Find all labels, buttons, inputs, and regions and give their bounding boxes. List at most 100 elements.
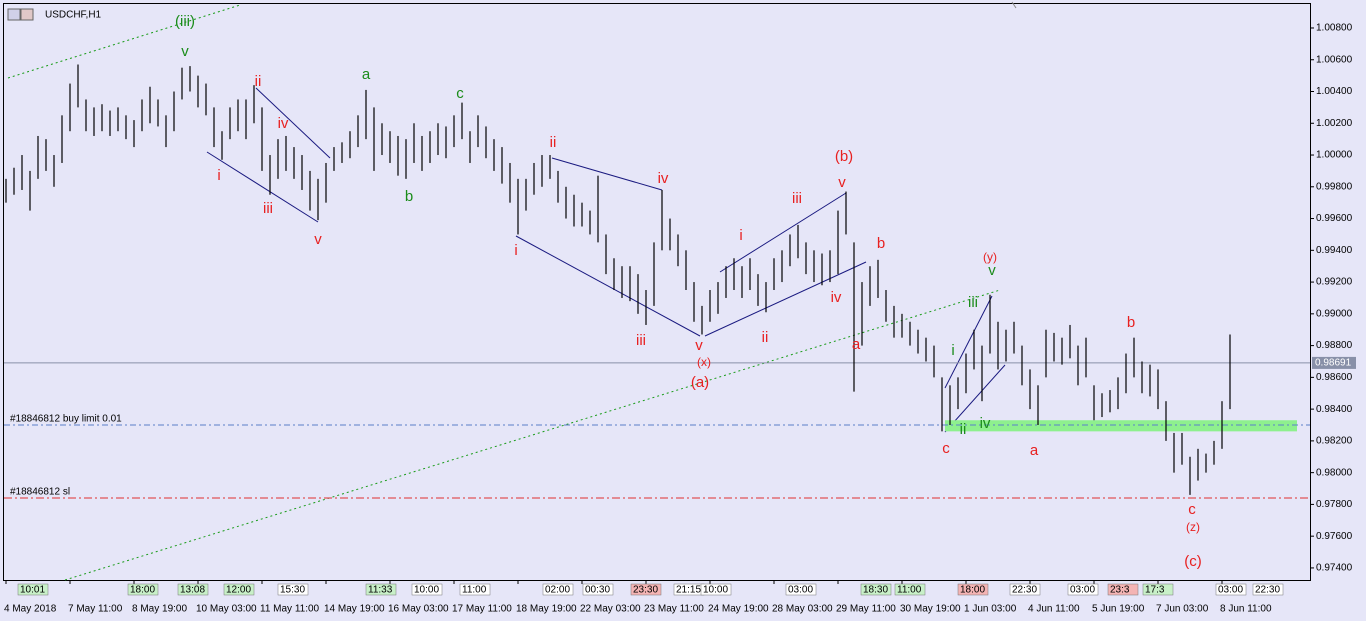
wave-label: (z) bbox=[1186, 520, 1200, 534]
x-tick-label: 1 Jun 03:00 bbox=[964, 604, 1017, 615]
trendline bbox=[7, 4, 241, 79]
trade-marker bbox=[459, 583, 491, 596]
y-tick-label: 0.98600 bbox=[1316, 372, 1353, 383]
trade-marker bbox=[785, 583, 817, 596]
trade-marker bbox=[894, 583, 926, 596]
wave-label: iii bbox=[636, 332, 646, 349]
trade-marker-label: 18:00 bbox=[130, 585, 155, 596]
trade-marker-label: 11:00 bbox=[462, 585, 487, 596]
x-tick-label: 14 May 19:00 bbox=[324, 604, 385, 615]
trade-marker bbox=[1107, 583, 1139, 596]
trade-marker-label: 03:00 bbox=[788, 585, 813, 596]
wave-label: ii bbox=[960, 421, 967, 438]
trade-marker-label: 11:33 bbox=[368, 585, 393, 596]
y-tick-label: 0.98400 bbox=[1316, 404, 1353, 415]
wave-label: b bbox=[1127, 314, 1135, 331]
wave-label: i bbox=[739, 227, 742, 244]
y-tick-label: 0.99400 bbox=[1316, 245, 1353, 256]
wave-label: (c) bbox=[1184, 553, 1202, 570]
trade-marker-label: 15:30 bbox=[280, 585, 305, 596]
trade-marker bbox=[365, 583, 397, 596]
wave-label: a bbox=[362, 66, 371, 83]
x-tick-label: 8 May 19:00 bbox=[132, 604, 187, 615]
wave-label: v bbox=[838, 174, 846, 191]
trendline bbox=[515, 235, 701, 337]
wave-label: iii bbox=[792, 190, 802, 207]
y-tick-label: 0.99600 bbox=[1316, 213, 1353, 224]
wave-label: (y) bbox=[983, 250, 997, 264]
x-tick-label: 24 May 19:00 bbox=[708, 604, 769, 615]
wave-label: (b) bbox=[835, 148, 853, 165]
trade-marker bbox=[177, 583, 209, 596]
x-tick-label: 10 May 03:00 bbox=[196, 604, 257, 615]
wave-label: i bbox=[951, 342, 954, 359]
wave-label: iv bbox=[980, 415, 991, 432]
x-tick-label: 30 May 19:00 bbox=[900, 604, 961, 615]
y-tick-label: 0.97400 bbox=[1316, 563, 1353, 574]
y-tick-label: 0.98800 bbox=[1316, 340, 1353, 351]
x-tick-label: 22 May 03:00 bbox=[580, 604, 641, 615]
trade-marker bbox=[700, 583, 732, 596]
x-tick-label: 29 May 11:00 bbox=[836, 604, 896, 615]
wave-label: iv bbox=[831, 289, 842, 306]
trendline bbox=[719, 192, 847, 273]
x-tick-label: 4 May 2018 bbox=[4, 604, 57, 615]
wave-label: (x) bbox=[697, 355, 711, 369]
trade-marker bbox=[957, 583, 989, 596]
y-tick-label: 0.99800 bbox=[1316, 181, 1353, 192]
trade-marker-label: 10:01 bbox=[20, 585, 45, 596]
trade-marker-label: 23:30 bbox=[633, 585, 658, 596]
trendline bbox=[255, 87, 331, 159]
symbol-icon[interactable] bbox=[7, 8, 21, 21]
x-tick-label: 7 Jun 03:00 bbox=[1156, 604, 1209, 615]
trade-marker-label: 02:00 bbox=[545, 585, 570, 596]
chart-title: USDCHF,H1 bbox=[45, 10, 102, 21]
trade-marker-label: 10:00 bbox=[414, 585, 439, 596]
trade-marker-label: 03:00 bbox=[1218, 585, 1243, 596]
trendline bbox=[944, 295, 993, 389]
y-tick-label: 0.98200 bbox=[1316, 436, 1353, 447]
wave-label: i bbox=[514, 242, 517, 259]
trade-marker-label: 10:00 bbox=[703, 585, 728, 596]
x-tick-label: 18 May 19:00 bbox=[516, 604, 577, 615]
x-tick-label: 28 May 03:00 bbox=[772, 604, 833, 615]
y-tick-label: 0.97600 bbox=[1316, 531, 1353, 542]
wave-label: ii bbox=[550, 134, 557, 151]
support-zone bbox=[945, 420, 1297, 432]
wave-label: c bbox=[456, 85, 464, 102]
order-label: #18846812 buy limit 0.01 bbox=[10, 414, 122, 425]
trendlines bbox=[7, 1, 1017, 581]
trade-marker-label: 03:00 bbox=[1070, 585, 1095, 596]
wave-label: v bbox=[695, 337, 703, 354]
wave-label: c bbox=[942, 440, 950, 457]
wave-label: c bbox=[1188, 501, 1196, 518]
trade-marker bbox=[1142, 583, 1174, 596]
trade-marker-label: 13:08 bbox=[180, 585, 205, 596]
x-tick-label: 23 May 11:00 bbox=[644, 604, 704, 615]
y-tick-label: 0.98000 bbox=[1316, 467, 1353, 478]
wave-label: iii bbox=[968, 294, 978, 311]
trade-marker bbox=[277, 583, 309, 596]
trade-marker-label: 11:00 bbox=[897, 585, 922, 596]
wave-label: v bbox=[314, 231, 322, 248]
trade-marker-label: 00:30 bbox=[585, 585, 610, 596]
symbol-icon[interactable] bbox=[20, 8, 34, 21]
trade-marker bbox=[1215, 583, 1247, 596]
shift-marker bbox=[1011, 1, 1017, 9]
plot-border bbox=[3, 3, 1311, 581]
wave-label: v bbox=[988, 262, 996, 279]
wave-label: ii bbox=[255, 73, 262, 90]
x-tick-label: 11 May 11:00 bbox=[260, 604, 320, 615]
wave-label: a bbox=[852, 336, 861, 353]
wave-label: v bbox=[181, 43, 189, 60]
trade-marker-label: 22:30 bbox=[1012, 585, 1037, 596]
wave-label: iv bbox=[278, 115, 289, 132]
trendline bbox=[551, 157, 663, 191]
trade-marker-label: 21:15 bbox=[676, 585, 701, 596]
y-tick-label: 1.00600 bbox=[1316, 54, 1353, 65]
trade-marker-label: 22:30 bbox=[1255, 585, 1280, 596]
y-tick-label: 0.99200 bbox=[1316, 277, 1353, 288]
trade-marker bbox=[542, 583, 574, 596]
